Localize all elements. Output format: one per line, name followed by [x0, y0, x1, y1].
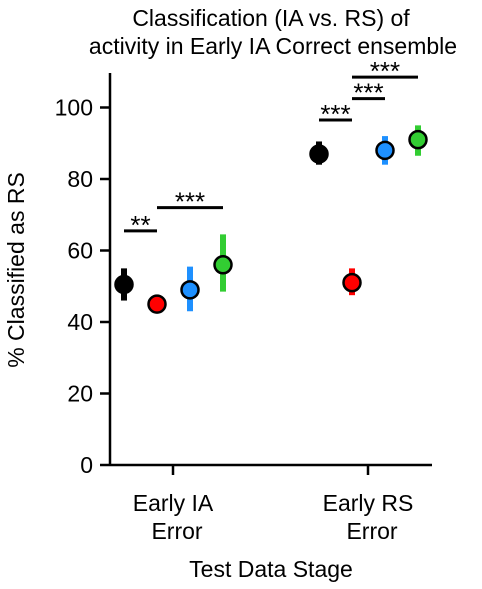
- data-point-marker: [408, 129, 428, 150]
- y-tick-label: 100: [55, 95, 93, 121]
- x-tick-label-line1: Early IA: [133, 490, 214, 516]
- significance-label: ***: [370, 56, 400, 86]
- y-tick-label: 80: [67, 166, 93, 192]
- data-point-marker: [147, 294, 167, 314]
- data-point-marker: [180, 280, 200, 300]
- x-tick-label-line2: Error: [346, 518, 397, 544]
- data-markers: [114, 125, 428, 314]
- y-tick-label: 40: [67, 309, 93, 335]
- x-tick-label-line2: Error: [151, 518, 202, 544]
- y-tick-label: 60: [67, 238, 93, 264]
- significance-label: ***: [353, 78, 383, 108]
- data-point-marker: [309, 144, 329, 164]
- x-axis-label: Test Data Stage: [189, 556, 353, 582]
- y-tick-label: 0: [80, 452, 93, 478]
- significance-label: ***: [320, 99, 350, 129]
- data-point-marker: [114, 274, 134, 295]
- significance-annotations: **************: [124, 56, 418, 240]
- y-ticks: 0 20 40 60 80 100: [55, 95, 110, 478]
- significance-label: **: [130, 210, 150, 240]
- chart-title-line2: activity in Early IA Correct ensemble: [89, 33, 457, 59]
- data-point-marker: [342, 272, 362, 293]
- significance-label: ***: [175, 187, 205, 217]
- y-axis-label: % Classified as RS: [3, 172, 29, 368]
- chart-title-line1: Classification (IA vs. RS) of: [132, 5, 410, 31]
- data-point-marker: [375, 140, 395, 161]
- x-tick-label-line1: Early RS: [323, 490, 414, 516]
- y-tick-label: 20: [67, 381, 93, 407]
- data-point-marker: [213, 255, 233, 275]
